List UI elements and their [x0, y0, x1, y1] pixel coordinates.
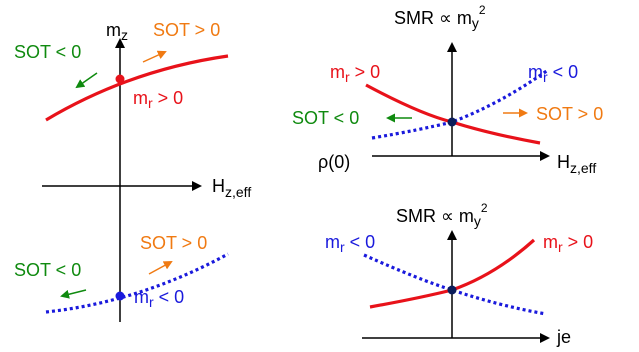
- right-top-red-label: mr > 0: [330, 62, 380, 85]
- right-top-title: SMR ∝ my2: [394, 3, 486, 31]
- left-y-axis-label: mz: [106, 20, 128, 43]
- right-bottom-blue-label: mr < 0: [325, 232, 375, 255]
- left-top-mr-label: mr > 0: [133, 88, 183, 111]
- left-top-sot-neg: SOT < 0: [14, 42, 81, 62]
- left-bottom-dot: [115, 291, 125, 301]
- right-bottom-title: SMR ∝ my2: [396, 201, 488, 229]
- right-top-x-axis-label: Hz,eff: [557, 152, 596, 176]
- left-bottom-sot-neg: SOT < 0: [14, 260, 81, 280]
- left-bottom-mr-label: mr < 0: [134, 287, 184, 310]
- left-bottom-arrow-neg: [60, 289, 87, 299]
- right-top-dot: [447, 117, 457, 127]
- right-bottom-red-label: mr > 0: [543, 232, 593, 255]
- right-bottom-x-axis-label: je: [556, 327, 571, 347]
- left-panel: mz Hz,eff SOT < 0 SOT > 0 mr > 0 SOT < 0…: [14, 20, 251, 322]
- right-top-blue-label: mr < 0: [528, 62, 578, 85]
- right-bottom-blue-curve: [363, 253, 547, 316]
- left-bottom-arrow-pos: [148, 261, 173, 275]
- left-top-sot-pos: SOT > 0: [153, 20, 220, 40]
- right-top-sot-neg: SOT < 0: [292, 108, 359, 128]
- right-bottom-panel: SMR ∝ my2 je mr < 0 mr > 0: [325, 201, 593, 347]
- right-top-origin-label: ρ(0): [318, 152, 350, 172]
- right-bottom-dot: [447, 285, 457, 295]
- right-top-panel: SMR ∝ my2 ρ(0) Hz,eff mr > 0 mr < 0 SOT …: [292, 3, 603, 176]
- right-top-blue-curve: [371, 68, 549, 140]
- left-x-axis-label: Hz,eff: [212, 176, 251, 200]
- right-top-sot-pos: SOT > 0: [536, 104, 603, 124]
- left-bottom-sot-pos: SOT > 0: [140, 233, 207, 253]
- left-top-arrow-neg: [75, 72, 98, 89]
- left-top-curve: [45, 54, 229, 122]
- left-top-arrow-pos: [142, 50, 167, 63]
- left-bottom-curve: [45, 252, 229, 314]
- left-top-dot: [115, 74, 125, 84]
